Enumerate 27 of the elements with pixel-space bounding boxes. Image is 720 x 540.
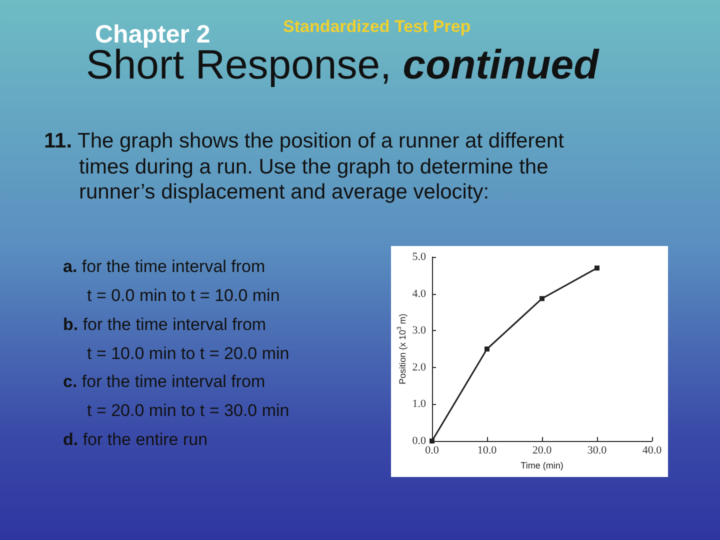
- chart-subtitle: Standardized Test Prep: [283, 17, 471, 36]
- y-tick-label: 4.0: [412, 288, 426, 300]
- x-tick-label: 40.0: [642, 444, 662, 456]
- text: a. for the time interval from: [63, 256, 266, 276]
- y-tick-label: 3.0: [412, 324, 426, 337]
- y-tick-label: 0.0: [412, 435, 426, 447]
- point: [594, 266, 600, 271]
- text: b. for the time interval from: [63, 314, 266, 334]
- text: t = 10.0 min to t = 20.0 min: [87, 344, 290, 363]
- text: t = 0.0 min to t = 10.0 min: [87, 286, 280, 305]
- x-axis-title: Time (min): [520, 460, 564, 470]
- y-tick-label: 2.0: [412, 361, 426, 374]
- x-tick-label: 20.0: [532, 444, 552, 456]
- point: [540, 296, 544, 302]
- text: times during a run. Use the graph to determine the: [79, 155, 548, 178]
- text: t = 20.0 min to t = 30.0 min: [87, 400, 290, 420]
- text: d. for the entire run: [63, 430, 208, 449]
- text: c. for the time interval from: [63, 372, 266, 391]
- x-tick-label: 0.0: [425, 444, 440, 456]
- point: [430, 438, 434, 444]
- text: runner’s displacement and average velocity:: [79, 180, 490, 204]
- y-tick-label: 5.0: [412, 251, 426, 263]
- x-tick-label: 30.0: [587, 444, 608, 456]
- y-tick-label: 1.0: [412, 398, 426, 410]
- x-tick-label: 10.0: [477, 444, 498, 456]
- point: [484, 346, 490, 352]
- text: 11. The graph shows the position of a runner at different: [44, 129, 564, 152]
